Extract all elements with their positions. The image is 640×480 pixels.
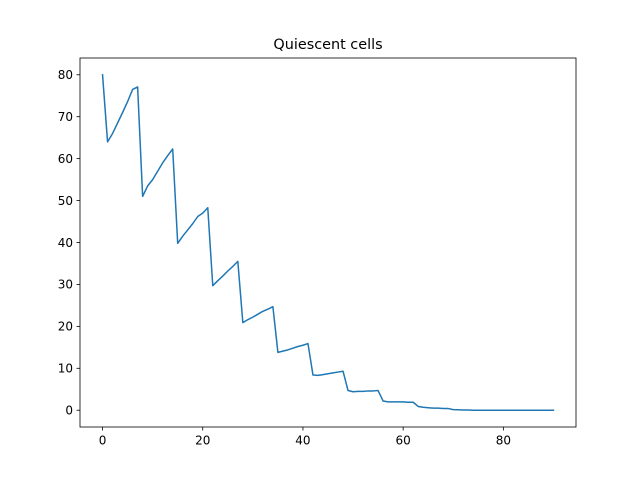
y-tick-label: 70 bbox=[58, 110, 73, 124]
y-tick-label: 20 bbox=[58, 320, 73, 334]
plot-background bbox=[80, 58, 576, 427]
y-tick-label: 40 bbox=[58, 236, 73, 250]
x-tick-label: 40 bbox=[295, 434, 310, 448]
plot-area: 0 20 40 60 80 0 10 20 30 40 50 60 70 80 bbox=[58, 57, 577, 448]
y-tick-label: 0 bbox=[65, 404, 73, 418]
y-tick-label: 30 bbox=[58, 278, 73, 292]
x-tick-label: 80 bbox=[496, 434, 511, 448]
x-tick-label: 20 bbox=[195, 434, 210, 448]
series-line bbox=[101, 73, 555, 411]
x-axis: 0 20 40 60 80 bbox=[99, 427, 511, 448]
x-tick-label: 0 bbox=[99, 434, 107, 448]
y-axis: 0 10 20 30 40 50 60 70 80 bbox=[58, 68, 80, 418]
y-tick-label: 60 bbox=[58, 152, 73, 166]
y-tick-label: 10 bbox=[58, 362, 73, 376]
y-tick-label: 80 bbox=[58, 68, 73, 82]
y-tick-label: 50 bbox=[58, 194, 73, 208]
plot-frame bbox=[79, 57, 577, 428]
chart-title: Quiescent cells bbox=[273, 37, 382, 53]
x-tick-label: 60 bbox=[396, 434, 411, 448]
